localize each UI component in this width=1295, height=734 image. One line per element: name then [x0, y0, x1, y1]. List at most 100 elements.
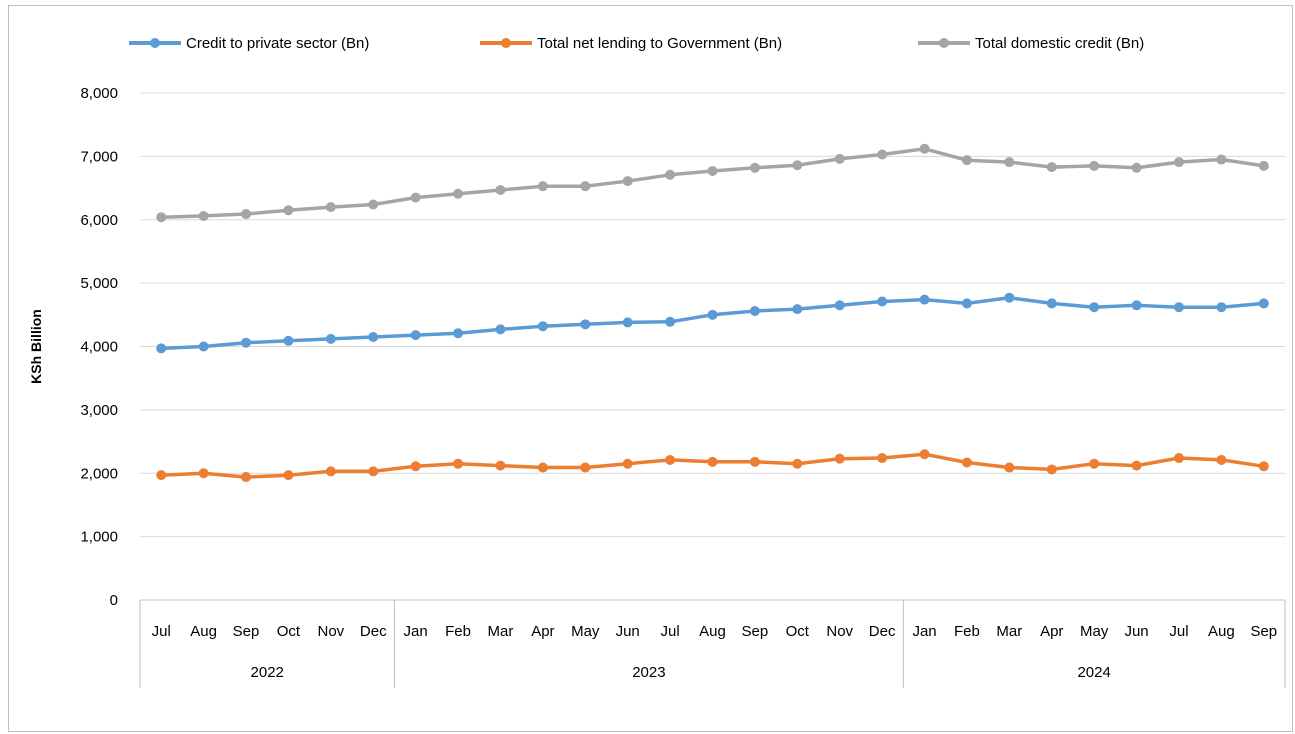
- data-point: [961, 298, 972, 309]
- data-point: [453, 458, 464, 469]
- x-tick-label: Sep: [233, 623, 260, 640]
- x-tick-label: Jun: [616, 623, 640, 640]
- data-point: [198, 210, 209, 221]
- y-tick-label: 6,000: [80, 212, 118, 229]
- data-point: [834, 153, 845, 164]
- x-tick-label: Jul: [1169, 623, 1188, 640]
- data-point: [877, 296, 888, 307]
- data-point: [580, 319, 591, 330]
- data-point: [495, 184, 506, 195]
- data-point: [495, 460, 506, 471]
- y-tick-label: 7,000: [80, 148, 118, 165]
- legend-marker: [939, 38, 949, 48]
- data-point: [792, 160, 803, 171]
- data-point: [622, 317, 633, 328]
- data-point: [622, 176, 633, 187]
- data-point: [1089, 458, 1100, 469]
- data-point: [410, 461, 421, 472]
- data-point: [537, 462, 548, 473]
- y-tick-label: 4,000: [80, 339, 118, 356]
- data-point: [792, 304, 803, 315]
- data-point: [580, 462, 591, 473]
- x-tick-label: Jun: [1124, 623, 1148, 640]
- data-point: [834, 453, 845, 464]
- data-point: [1089, 302, 1100, 313]
- x-tick-label: Jan: [912, 623, 936, 640]
- year-group-label: 2022: [251, 664, 284, 681]
- data-point: [749, 162, 760, 173]
- data-point: [537, 321, 548, 332]
- y-tick-label: 8,000: [80, 85, 118, 102]
- data-point: [919, 143, 930, 154]
- legend-marker: [501, 38, 511, 48]
- y-tick-label: 1,000: [80, 529, 118, 546]
- x-tick-label: Aug: [1208, 623, 1235, 640]
- y-axis-label: KSh Billion: [28, 309, 44, 384]
- data-point: [1173, 157, 1184, 168]
- year-group-label: 2023: [632, 664, 665, 681]
- y-tick-label: 3,000: [80, 402, 118, 419]
- data-point: [156, 470, 167, 481]
- x-tick-label: Jan: [404, 623, 428, 640]
- data-point: [453, 328, 464, 339]
- x-tick-label: Dec: [360, 623, 387, 640]
- x-tick-label: Aug: [699, 623, 726, 640]
- x-tick-label: Mar: [996, 623, 1022, 640]
- data-point: [283, 470, 294, 481]
- data-point: [665, 454, 676, 465]
- legend-label: Total net lending to Government (Bn): [537, 35, 782, 52]
- data-point: [961, 457, 972, 468]
- data-point: [1046, 464, 1057, 475]
- x-tick-label: Oct: [786, 623, 810, 640]
- data-point: [453, 188, 464, 199]
- data-point: [1173, 453, 1184, 464]
- x-tick-label: Mar: [488, 623, 514, 640]
- data-point: [1131, 460, 1142, 471]
- x-tick-label: Sep: [742, 623, 769, 640]
- data-point: [1258, 160, 1269, 171]
- chart-frame: [8, 5, 1293, 732]
- data-point: [1004, 462, 1015, 473]
- data-point: [537, 181, 548, 192]
- data-point: [749, 306, 760, 317]
- x-tick-label: Feb: [445, 623, 471, 640]
- data-point: [665, 316, 676, 327]
- legend-label: Credit to private sector (Bn): [186, 35, 369, 52]
- x-tick-label: Nov: [317, 623, 344, 640]
- x-tick-label: Dec: [869, 623, 896, 640]
- data-point: [665, 169, 676, 180]
- data-point: [1216, 302, 1227, 313]
- data-point: [834, 300, 845, 311]
- data-point: [241, 472, 252, 483]
- x-tick-label: Sep: [1250, 623, 1277, 640]
- data-point: [1131, 300, 1142, 311]
- x-tick-label: Aug: [190, 623, 217, 640]
- data-point: [368, 331, 379, 342]
- x-tick-label: May: [571, 623, 600, 640]
- x-tick-label: Apr: [1040, 623, 1063, 640]
- data-point: [961, 155, 972, 166]
- data-point: [283, 335, 294, 346]
- data-point: [241, 209, 252, 220]
- data-point: [580, 181, 591, 192]
- data-point: [1131, 162, 1142, 173]
- x-tick-label: Oct: [277, 623, 301, 640]
- data-point: [919, 294, 930, 305]
- x-tick-label: Feb: [954, 623, 980, 640]
- data-point: [156, 343, 167, 354]
- data-point: [1173, 302, 1184, 313]
- y-tick-label: 2,000: [80, 465, 118, 482]
- data-point: [325, 466, 336, 477]
- y-tick-label: 5,000: [80, 275, 118, 292]
- x-tick-label: Nov: [826, 623, 853, 640]
- data-point: [707, 456, 718, 467]
- data-point: [749, 456, 760, 467]
- data-point: [495, 324, 506, 335]
- data-point: [792, 458, 803, 469]
- data-point: [368, 466, 379, 477]
- legend-label: Total domestic credit (Bn): [975, 35, 1144, 52]
- legend-marker: [150, 38, 160, 48]
- data-point: [1004, 292, 1015, 303]
- data-point: [919, 449, 930, 460]
